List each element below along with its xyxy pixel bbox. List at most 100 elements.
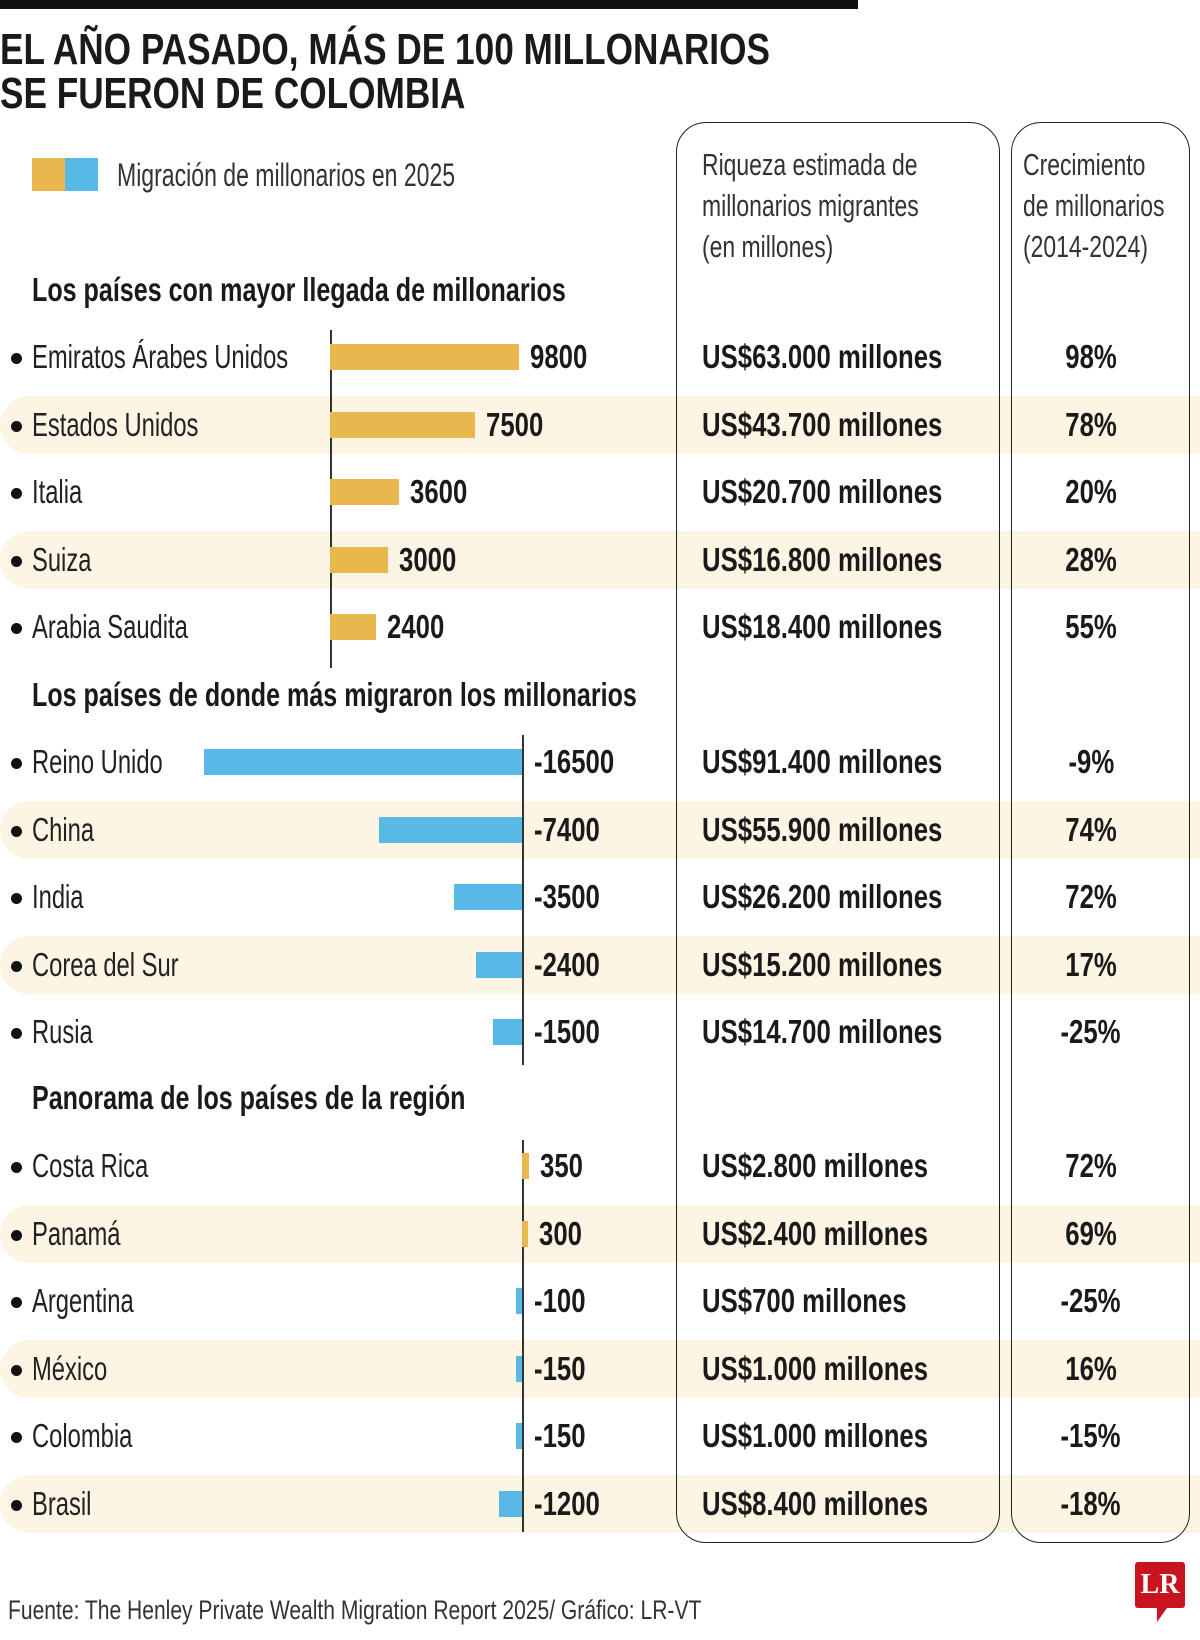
wealth-value-text: US$20.700 millones (702, 473, 943, 511)
header-line: (2014-2024) (1023, 229, 1148, 264)
section-title: Los países de donde más migraron los mil… (32, 677, 828, 713)
country-label-text: Argentina (32, 1282, 134, 1320)
wealth-value-text: US$16.800 millones (702, 540, 943, 578)
growth-value-text: 74% (1065, 810, 1117, 848)
bar (498, 1491, 522, 1517)
wealth-value: US$91.400 millones (702, 744, 1010, 780)
title-text: SE FUERON DE COLOMBIA (0, 69, 466, 118)
value-label-text: 2400 (387, 608, 445, 646)
value-label: -2400 (534, 945, 618, 983)
wealth-value-text: US$1.000 millones (702, 1417, 929, 1455)
zero-axis (522, 735, 524, 1065)
bar (203, 749, 522, 775)
header-line: Riqueza estimada de (702, 147, 918, 182)
legend-swatch-negative (65, 158, 98, 191)
growth-value: 69% (1011, 1214, 1171, 1252)
wealth-value-text: US$2.400 millones (702, 1214, 929, 1252)
country-label-text: Suiza (32, 540, 92, 578)
country-label: China (32, 811, 118, 848)
country-label: Arabia Saudita (32, 609, 248, 645)
bar (330, 479, 400, 506)
row-bullet (11, 555, 22, 567)
value-label: -100 (534, 1283, 600, 1319)
country-label: India (32, 879, 104, 915)
bar (475, 951, 522, 978)
growth-value: 16% (1011, 1350, 1171, 1387)
value-label-text: -1500 (534, 1013, 600, 1051)
header-line: de millonarios (1023, 188, 1165, 223)
growth-value-text: 78% (1065, 405, 1117, 443)
bar (330, 411, 475, 438)
wealth-value: US$700 millones (702, 1283, 964, 1319)
wealth-value: US$15.200 millones (702, 945, 1010, 983)
wealth-value-text: US$15.200 millones (702, 945, 943, 983)
growth-column-box (1011, 122, 1190, 1543)
wealth-column-box (676, 122, 1000, 1543)
growth-value: 55% (1011, 609, 1171, 645)
chart-title-line-1: EL AÑO PASADO, MÁS DE 100 MILLONARIOS (0, 28, 962, 72)
value-label: -16500 (534, 744, 637, 780)
growth-value: 72% (1011, 1148, 1171, 1184)
row-stripe (0, 395, 1200, 454)
growth-value-text: 69% (1065, 1214, 1117, 1252)
country-label: Brasil (32, 1486, 115, 1522)
value-label: -150 (534, 1418, 600, 1454)
value-label: 7500 (485, 405, 559, 443)
wealth-value-text: US$700 millones (702, 1282, 907, 1320)
value-label: -7400 (534, 811, 618, 848)
row-bullet (11, 758, 22, 769)
source-text: Fuente: The Henley Private Wealth Migrat… (8, 1595, 702, 1625)
section-title-text: Panorama de los países de la región (32, 1079, 466, 1116)
country-label: Argentina (32, 1283, 173, 1319)
bar (454, 884, 522, 911)
growth-value: -18% (1011, 1486, 1171, 1522)
growth-value: -25% (1011, 1283, 1171, 1319)
bar (516, 1423, 522, 1450)
country-label-text: Emiratos Árabes Unidos (32, 338, 289, 375)
wealth-value: US$55.900 millones (702, 811, 1010, 848)
wealth-value: US$20.700 millones (702, 474, 1010, 510)
wealth-value-text: US$1.000 millones (702, 1349, 929, 1387)
country-label: Estados Unidos (32, 406, 263, 443)
value-label: 3600 (410, 474, 483, 510)
bar (330, 344, 520, 370)
row-stripe (0, 1475, 1200, 1533)
row-bullet (11, 353, 22, 364)
growth-value-text: 72% (1065, 1147, 1117, 1184)
growth-value: 98% (1011, 339, 1171, 375)
value-label-text: 3600 (410, 473, 468, 511)
value-label-text: 7500 (485, 405, 544, 443)
growth-value: 17% (1011, 946, 1171, 983)
value-label: 9800 (530, 339, 603, 375)
lr-logo: LR (1135, 1562, 1185, 1622)
growth-value: 72% (1011, 879, 1171, 915)
section-title: Panorama de los países de la región (32, 1080, 602, 1116)
bar (330, 614, 377, 641)
growth-value-text: -15% (1060, 1417, 1122, 1455)
value-label-text: -2400 (534, 945, 600, 983)
row-bullet (11, 488, 22, 500)
growth-value: 28% (1011, 541, 1171, 578)
country-label-text: Costa Rica (32, 1147, 149, 1184)
value-label: -3500 (534, 879, 618, 915)
legend-swatch-positive (32, 158, 65, 191)
country-label: Reino Unido (32, 744, 214, 780)
country-label-text: India (32, 878, 84, 916)
value-label-text: -3500 (534, 878, 600, 916)
country-label-text: Brasil (32, 1485, 92, 1522)
section-title-text: Los países con mayor llegada de millonar… (32, 271, 566, 308)
value-label-text: -100 (534, 1282, 586, 1320)
row-stripe (0, 935, 1200, 994)
country-label: Suiza (32, 540, 115, 578)
value-label-text: -1200 (534, 1485, 600, 1522)
wealth-value-text: US$26.200 millones (702, 878, 943, 916)
wealth-value-text: US$91.400 millones (702, 743, 943, 780)
row-bullet (11, 1229, 22, 1241)
growth-value-text: -18% (1060, 1485, 1122, 1522)
wealth-value-text: US$2.800 millones (702, 1147, 929, 1184)
growth-value: -15% (1011, 1418, 1171, 1454)
wealth-value-text: US$8.400 millones (702, 1485, 929, 1522)
row-bullet (11, 960, 22, 972)
country-label: Rusia (32, 1014, 116, 1050)
zero-axis (522, 1140, 524, 1532)
